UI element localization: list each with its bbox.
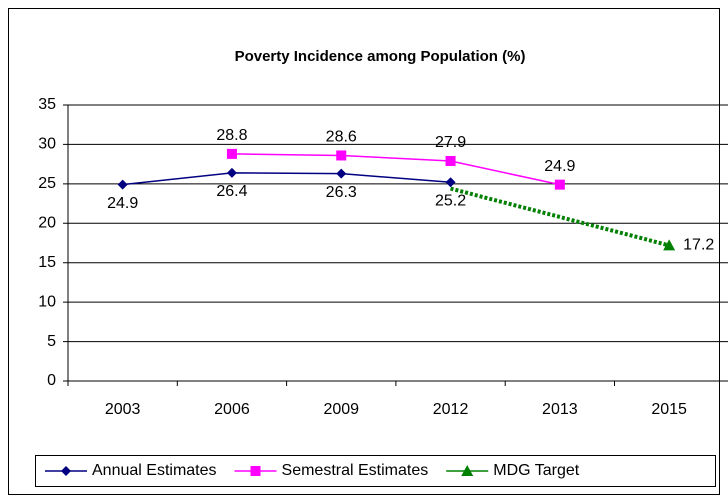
y-tick-label: 15 (38, 254, 56, 271)
x-tick-label: 2013 (542, 401, 578, 418)
legend-label: MDG Target (493, 462, 580, 479)
series-line (450, 186, 670, 248)
y-tick-label: 30 (38, 136, 56, 153)
marker (226, 167, 237, 178)
y-tick-label: 25 (38, 175, 56, 192)
y-tick-label: 0 (47, 372, 56, 389)
y-tick-label: 35 (38, 96, 56, 113)
data-label: 25.2 (435, 192, 466, 209)
y-tick-label: 10 (38, 293, 56, 310)
data-label: 24.9 (107, 195, 138, 212)
legend-label: Annual Estimates (92, 462, 217, 479)
marker (554, 179, 565, 190)
legend-box (35, 455, 716, 487)
series-line (231, 153, 561, 186)
marker (336, 168, 347, 179)
marker (445, 177, 456, 188)
data-label: 26.4 (216, 183, 247, 200)
marker (445, 155, 456, 166)
data-label: 27.9 (435, 134, 466, 151)
data-label: 26.3 (326, 184, 357, 201)
series-line (122, 172, 451, 186)
data-label: 28.8 (216, 127, 247, 144)
marker (250, 466, 261, 476)
x-tick-label: 2012 (433, 401, 469, 418)
marker (663, 239, 676, 251)
legend-label: Semestral Estimates (282, 462, 429, 479)
data-label: 28.6 (326, 129, 357, 146)
marker (336, 150, 347, 161)
y-tick-label: 5 (47, 333, 56, 350)
data-label: 17.2 (683, 237, 714, 254)
x-tick-label: 2003 (105, 401, 141, 418)
chart-title: Poverty Incidence among Population (%) (235, 48, 526, 65)
x-tick-label: 2009 (323, 401, 359, 418)
marker (226, 148, 237, 159)
x-tick-label: 2015 (651, 401, 687, 418)
x-tick-label: 2006 (214, 401, 250, 418)
marker (61, 466, 71, 476)
chart-frame (8, 8, 720, 495)
marker (117, 179, 128, 190)
y-tick-label: 20 (38, 215, 56, 232)
data-label: 24.9 (544, 158, 575, 175)
marker (461, 465, 474, 476)
